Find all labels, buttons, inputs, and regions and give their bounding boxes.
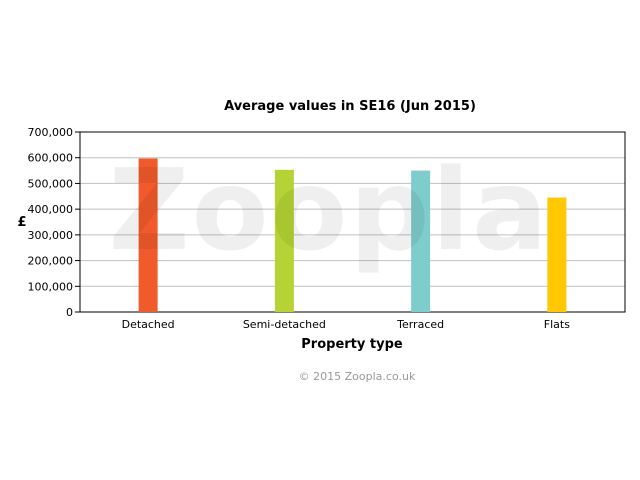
bar-detached[interactable] [138, 158, 158, 312]
bar-flats[interactable] [547, 197, 567, 312]
y-axis-title: £ [17, 215, 26, 230]
y-tick-label: 600,000 [28, 152, 74, 165]
plot-area: 0 100,000 200,000 300,000 400,000 500,000 600,… [28, 126, 626, 331]
bar-semi-detached[interactable] [274, 169, 294, 312]
x-tick-label: Detached [122, 318, 175, 331]
x-tick-label: Semi-detached [243, 318, 326, 331]
y-tick-label: 300,000 [28, 229, 74, 242]
y-tick-label: 400,000 [28, 203, 74, 216]
x-axis-title: Property type [301, 337, 403, 352]
y-tick-label: 200,000 [28, 255, 74, 268]
x-tick-label: Terraced [396, 318, 444, 331]
copyright-credit: © 2015 Zoopla.co.uk [299, 370, 416, 383]
chart-title: Average values in SE16 (Jun 2015) [224, 99, 476, 114]
y-tick-label: 500,000 [28, 177, 74, 190]
y-tick-label: 0 [66, 306, 73, 319]
y-tick-label: 100,000 [28, 280, 74, 293]
watermark-logo: Zoopla [108, 146, 549, 276]
y-tick-label: 700,000 [28, 126, 74, 139]
x-tick-label: Flats [544, 318, 570, 331]
plot-frame [79, 131, 626, 313]
bar-terraced[interactable] [411, 170, 431, 312]
